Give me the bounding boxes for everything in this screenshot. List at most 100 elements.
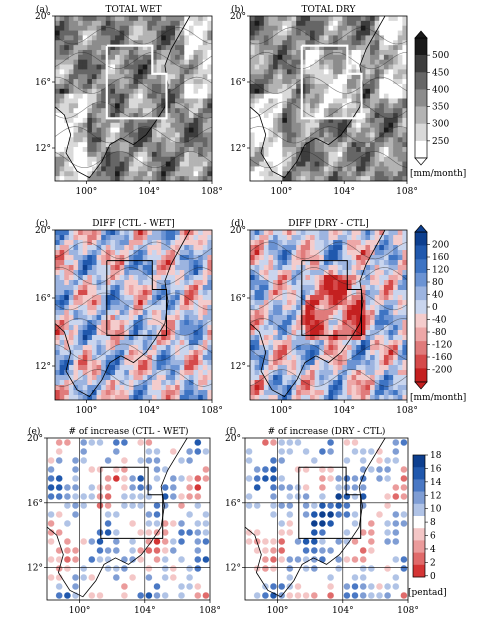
grid-point-marker	[56, 439, 63, 446]
field-cell	[60, 380, 65, 385]
field-cell	[180, 137, 185, 142]
field-cell	[389, 123, 394, 128]
field-cell	[106, 375, 111, 380]
grid-point-marker	[154, 565, 161, 572]
field-cell	[315, 280, 320, 285]
field-cell	[398, 285, 403, 290]
field-cell	[250, 280, 255, 285]
field-cell	[73, 320, 78, 325]
field-cell	[92, 35, 97, 40]
field-cell	[361, 132, 366, 137]
field-cell	[278, 74, 283, 79]
field-cell	[184, 162, 189, 167]
field-cell	[338, 99, 343, 104]
field-cell	[310, 375, 315, 380]
field-cell	[147, 265, 152, 270]
field-cell	[324, 157, 329, 162]
field-cell	[356, 385, 361, 390]
grid-point-marker	[97, 511, 104, 518]
field-cell	[97, 147, 102, 152]
grid-point-marker	[80, 502, 87, 509]
field-cell	[203, 370, 208, 375]
field-cell	[175, 285, 180, 290]
field-cell	[147, 26, 152, 31]
field-cell	[264, 260, 269, 265]
field-cell	[129, 79, 134, 84]
field-cell	[97, 230, 102, 235]
field-cell	[124, 99, 129, 104]
field-cell	[147, 320, 152, 325]
field-cell	[78, 94, 83, 99]
field-cell	[324, 285, 329, 290]
field-cell	[64, 395, 69, 400]
field-cell	[180, 99, 185, 104]
field-cell	[147, 350, 152, 355]
field-cell	[264, 16, 269, 21]
field-cell	[287, 40, 292, 45]
field-cell	[389, 285, 394, 290]
field-cell	[333, 103, 338, 108]
field-cell	[129, 285, 134, 290]
field-cell	[329, 295, 334, 300]
field-cell	[333, 142, 338, 147]
field-cell	[161, 26, 166, 31]
field-cell	[347, 300, 352, 305]
field-cell	[143, 340, 148, 345]
field-cell	[106, 350, 111, 355]
field-cell	[101, 65, 106, 70]
field-cell	[110, 285, 115, 290]
field-cell	[143, 26, 148, 31]
field-cell	[147, 74, 152, 79]
field-cell	[180, 157, 185, 162]
field-cell	[268, 275, 273, 280]
field-cell	[375, 325, 380, 330]
grid-point-marker	[170, 547, 177, 554]
field-cell	[398, 65, 403, 70]
field-cell	[73, 335, 78, 340]
field-cell	[352, 315, 357, 320]
grid-point-marker	[105, 502, 112, 509]
field-cell	[365, 250, 370, 255]
field-cell	[92, 60, 97, 65]
field-cell	[198, 89, 203, 94]
field-cell	[259, 21, 264, 26]
field-cell	[87, 365, 92, 370]
field-cell	[329, 390, 334, 395]
field-cell	[101, 290, 106, 295]
field-cell	[292, 16, 297, 21]
field-cell	[129, 21, 134, 26]
field-cell	[180, 132, 185, 137]
field-cell	[278, 16, 283, 21]
field-cell	[278, 40, 283, 45]
field-cell	[384, 65, 389, 70]
field-cell	[324, 74, 329, 79]
field-cell	[97, 350, 102, 355]
field-cell	[101, 74, 106, 79]
field-cell	[370, 118, 375, 123]
field-cell	[389, 45, 394, 50]
field-cell	[365, 132, 370, 137]
field-cell	[198, 123, 203, 128]
field-cell	[101, 132, 106, 137]
field-cell	[129, 295, 134, 300]
field-cell	[287, 147, 292, 152]
field-cell	[203, 290, 208, 295]
field-cell	[184, 128, 189, 133]
field-cell	[379, 285, 384, 290]
field-cell	[106, 162, 111, 167]
field-cell	[203, 315, 208, 320]
field-cell	[124, 360, 129, 365]
grid-point-marker	[145, 439, 152, 446]
field-cell	[338, 147, 343, 152]
field-cell	[384, 270, 389, 275]
field-cell	[398, 132, 403, 137]
field-cell	[333, 235, 338, 240]
field-cell	[157, 270, 162, 275]
field-cell	[64, 380, 69, 385]
field-cell	[115, 365, 120, 370]
field-cell	[375, 35, 380, 40]
field-cell	[393, 60, 398, 65]
field-cell	[333, 60, 338, 65]
field-cell	[124, 69, 129, 74]
field-cell	[370, 79, 375, 84]
